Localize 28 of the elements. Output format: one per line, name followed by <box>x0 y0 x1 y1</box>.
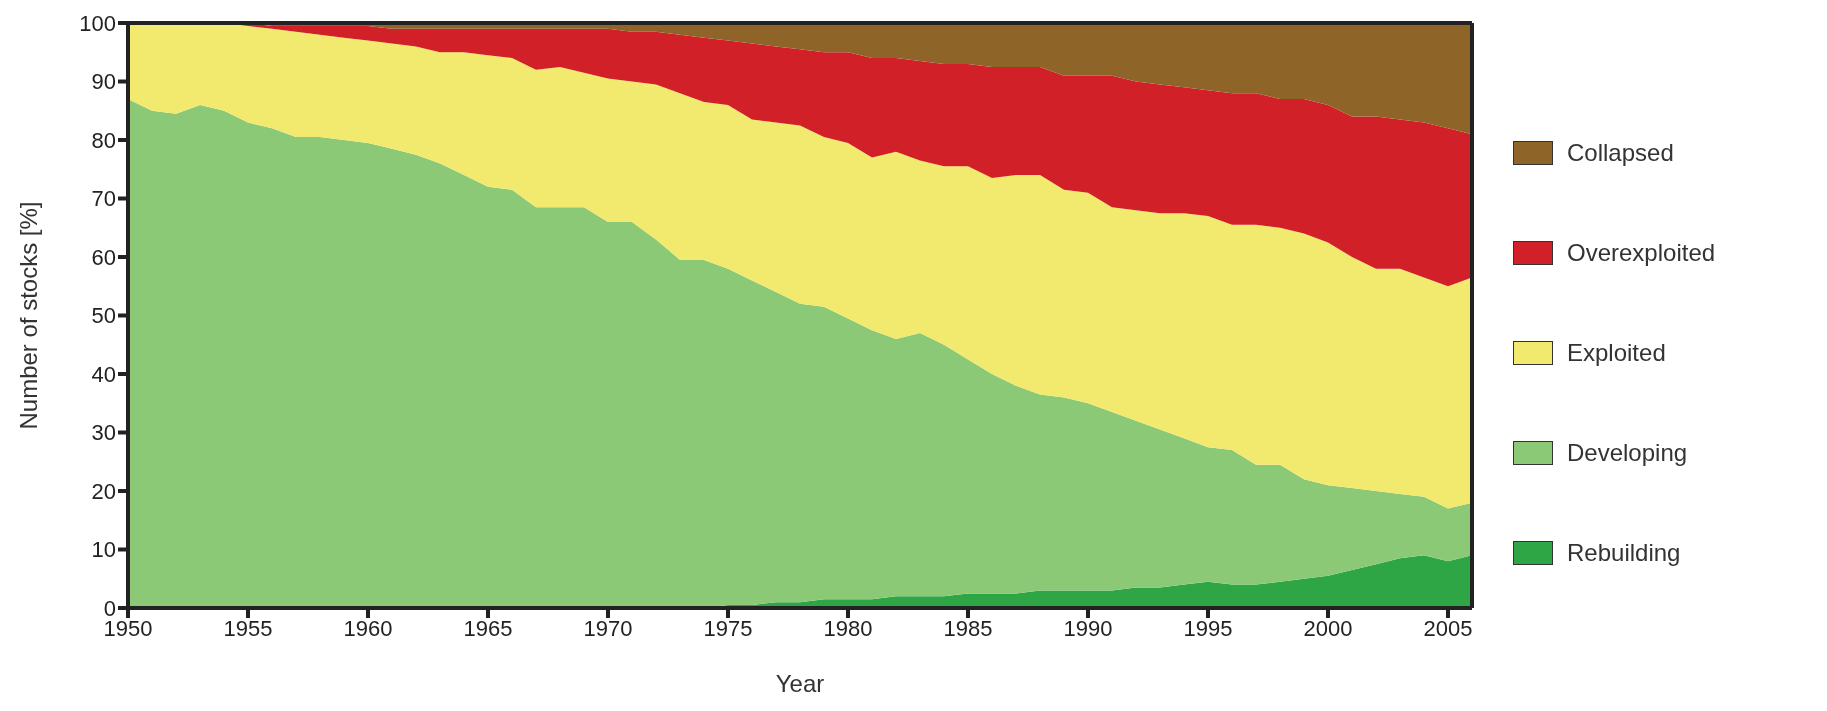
x-tick-label: 1990 <box>1063 615 1113 641</box>
x-tick-label: 1970 <box>583 615 633 641</box>
x-tick-label: 1960 <box>343 615 393 641</box>
x-tick-label: 2000 <box>1303 615 1353 641</box>
x-tick-label: 1980 <box>823 615 873 641</box>
y-tick-label: 70 <box>91 186 116 212</box>
x-tick-label: 1975 <box>703 615 753 641</box>
y-tick-label: 10 <box>91 537 116 563</box>
legend-label: Exploited <box>1567 339 1666 367</box>
x-tick-label: 1995 <box>1183 615 1233 641</box>
x-tick-label: 1965 <box>463 615 513 641</box>
x-tick-label: 1985 <box>943 615 993 641</box>
legend-label: Overexploited <box>1567 239 1716 267</box>
legend-label: Rebuilding <box>1567 539 1681 567</box>
x-tick-label: 1955 <box>223 615 273 641</box>
y-tick-label: 30 <box>91 420 116 446</box>
x-tick-label: 2005 <box>1423 615 1473 641</box>
y-tick-label: 40 <box>91 361 116 387</box>
y-tick-label: 20 <box>91 478 116 504</box>
y-tick-label: 50 <box>91 303 116 329</box>
legend-label: Collapsed <box>1567 139 1674 167</box>
y-axis-title: Number of stocks [%] <box>14 201 42 430</box>
y-tick-label: 90 <box>91 69 116 95</box>
text: Developing <box>1567 439 1688 467</box>
y-tick-label: 100 <box>79 10 116 36</box>
y-tick-label: 80 <box>91 127 116 153</box>
x-axis-title: Year <box>775 670 825 697</box>
y-tick-label: 60 <box>91 244 116 270</box>
